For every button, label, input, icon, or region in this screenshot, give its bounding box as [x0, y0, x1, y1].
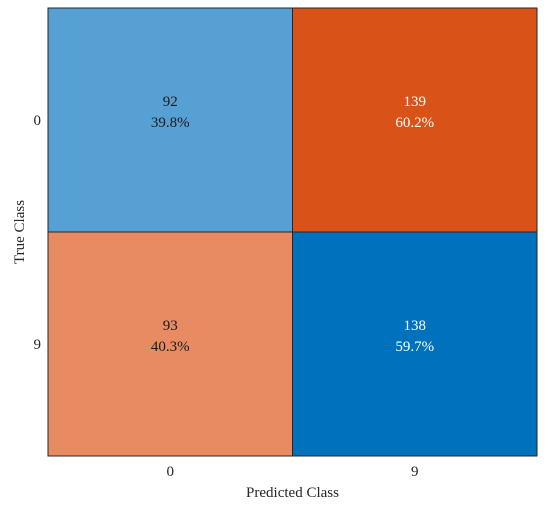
y-tick-label: 9 [34, 337, 42, 353]
cell-count-label: 139 [404, 94, 427, 110]
matrix-cell-r1-c0 [47, 231, 293, 457]
cell-count-label: 138 [404, 318, 427, 334]
cell-percent-label: 59.7% [395, 339, 434, 355]
tick-labels-layer: 0 9 0 9 [34, 113, 419, 480]
y-axis-label: True Class [12, 200, 28, 264]
x-tick-label: 0 [167, 464, 175, 480]
cell-count-label: 93 [163, 318, 178, 334]
cell-labels-layer: 92 39.8% 139 60.2% 93 40.3% 138 59.7% [151, 94, 434, 355]
plot-frame [47, 7, 538, 457]
matrix-cell-r0-c1 [292, 7, 538, 233]
x-axis-label: Predicted Class [246, 485, 339, 501]
x-tick-label: 9 [411, 464, 419, 480]
cell-count-label: 92 [163, 94, 178, 110]
cell-percent-label: 39.8% [151, 115, 190, 131]
cells-layer [47, 7, 538, 457]
matrix-cell-r0-c0 [47, 7, 293, 233]
matrix-cell-r1-c1 [292, 231, 538, 457]
cell-percent-label: 60.2% [395, 115, 434, 131]
y-tick-label: 0 [34, 113, 42, 129]
cell-percent-label: 40.3% [151, 339, 190, 355]
